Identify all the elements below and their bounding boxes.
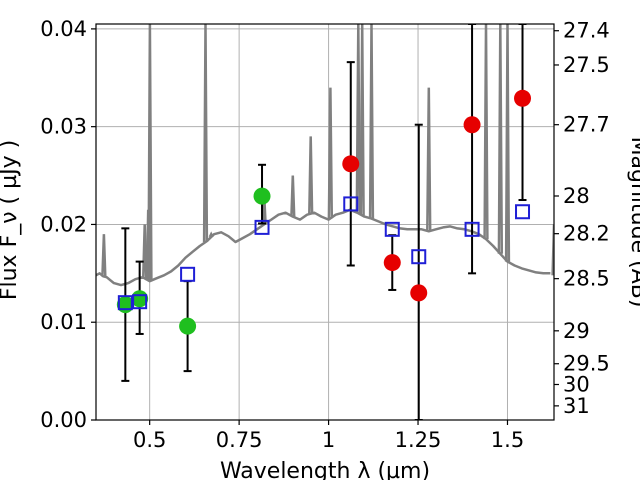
x-tick-label: 1.5 bbox=[491, 428, 524, 452]
emission-line-spike bbox=[208, 231, 214, 238]
model-photometry-square bbox=[117, 295, 133, 311]
emission-line-spike bbox=[141, 224, 148, 279]
emission-line-spike bbox=[551, 224, 554, 276]
red-data-point bbox=[410, 284, 428, 302]
emission-line-spike bbox=[368, 24, 375, 219]
x-tick-label: 1.25 bbox=[395, 428, 442, 452]
emission-line-spike bbox=[147, 24, 153, 282]
axes: 0.5 0.75 1 1.25 1.5 0.00 0.01 0.02 0.03 0.04 27.4 2… bbox=[40, 17, 610, 452]
y-axis-label: Flux F_ν ( µJy ) bbox=[0, 140, 22, 300]
mag-tick-label: 28 bbox=[563, 184, 590, 208]
model-photometry-square bbox=[384, 221, 400, 237]
model-photometry-square bbox=[343, 196, 359, 212]
emission-line-spike bbox=[202, 24, 209, 243]
emission-line-spike bbox=[355, 24, 361, 214]
mag-tick-label: 30 bbox=[563, 372, 590, 396]
emission-line-spike bbox=[327, 87, 334, 219]
model-photometry-square bbox=[132, 294, 148, 310]
right-axis-label: Magnitude (AB) bbox=[626, 137, 640, 308]
plot-frame bbox=[95, 23, 555, 421]
emission-line-spike bbox=[359, 24, 365, 216]
y-tick-label: 0.03 bbox=[40, 115, 87, 139]
green-data-point bbox=[253, 187, 271, 205]
y-tick-label: 0.01 bbox=[40, 310, 87, 334]
red-data-point bbox=[514, 89, 532, 107]
plot-area bbox=[96, 24, 554, 420]
model-photometry-square bbox=[254, 219, 270, 235]
model-photometry-square bbox=[180, 266, 196, 282]
mag-tick-label: 28.2 bbox=[563, 222, 610, 246]
red-data-point bbox=[342, 155, 360, 173]
mag-tick-label: 31 bbox=[563, 394, 590, 418]
emission-line-spike bbox=[308, 136, 314, 214]
model-photometry-square bbox=[411, 249, 427, 265]
mag-tick-label: 27.5 bbox=[563, 53, 610, 77]
mag-tick-label: 29.5 bbox=[563, 352, 610, 376]
red-data-point bbox=[383, 254, 401, 272]
red-data-point bbox=[463, 116, 481, 134]
mag-tick-label: 28.5 bbox=[563, 267, 610, 291]
emission-line-spike bbox=[483, 24, 489, 240]
model-photometry-square bbox=[464, 221, 480, 237]
emission-line-spike bbox=[101, 234, 107, 277]
x-tick-label: 1 bbox=[322, 428, 335, 452]
emission-line-spike bbox=[497, 24, 504, 254]
mag-tick-label: 27.7 bbox=[563, 113, 610, 137]
green-data-point bbox=[179, 317, 197, 335]
y-tick-label: 0.02 bbox=[40, 212, 87, 236]
emission-line-spike bbox=[426, 87, 432, 232]
x-axis-label: Wavelength λ (µm) bbox=[220, 459, 430, 480]
emission-line-spike bbox=[290, 175, 296, 217]
model-spectrum-line bbox=[96, 208, 551, 287]
emission-line-spike bbox=[504, 24, 511, 262]
mag-tick-label: 27.4 bbox=[563, 19, 610, 43]
y-tick-label: 0.04 bbox=[40, 17, 87, 41]
x-tick-label: 0.75 bbox=[216, 428, 263, 452]
mag-tick-label: 29 bbox=[563, 319, 590, 343]
x-tick-label: 0.5 bbox=[133, 428, 166, 452]
y-tick-label: 0.00 bbox=[40, 408, 87, 432]
model-photometry-square bbox=[515, 204, 531, 220]
